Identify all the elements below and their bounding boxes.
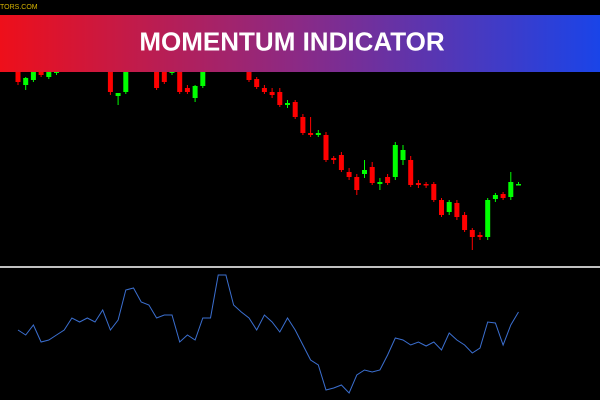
- candle-body: [300, 117, 306, 133]
- candle-body: [154, 70, 160, 88]
- candle-body: [161, 72, 167, 82]
- candle-body: [500, 194, 506, 198]
- candle-body: [454, 203, 460, 217]
- candle-body: [508, 182, 514, 197]
- candle-body: [516, 184, 521, 186]
- candle-body: [15, 70, 21, 82]
- candle-body: [392, 145, 398, 177]
- watermark: TORS.COM: [0, 4, 38, 11]
- candle-body: [184, 88, 190, 92]
- candle-body: [377, 182, 383, 184]
- candle-body: [107, 70, 113, 92]
- candle-body: [200, 72, 206, 86]
- candle-body: [469, 230, 475, 237]
- candle-body: [177, 72, 183, 92]
- candle-body: [308, 133, 314, 135]
- candle-body: [492, 195, 498, 199]
- candle-body: [323, 135, 329, 160]
- momentum-panel: [17, 274, 519, 394]
- candle-body: [38, 70, 44, 75]
- candle-body: [477, 235, 483, 237]
- candle-body: [439, 200, 444, 215]
- candle-body: [446, 202, 452, 212]
- candle-body: [285, 103, 290, 105]
- candle-body: [431, 184, 437, 200]
- candle-body: [354, 177, 360, 190]
- banner: [0, 15, 600, 72]
- momentum-line: [17, 274, 519, 394]
- candle-body: [385, 177, 391, 183]
- candle-body: [338, 155, 344, 170]
- candle-body: [123, 72, 129, 92]
- candle-body: [277, 92, 283, 105]
- candle-body: [400, 150, 406, 160]
- candle-body: [269, 92, 275, 95]
- candle-body: [346, 172, 352, 177]
- candle-body: [408, 160, 414, 185]
- candle-body: [261, 88, 267, 92]
- candle-body: [23, 78, 29, 85]
- candle-body: [254, 79, 260, 87]
- candle-body: [423, 184, 429, 186]
- candle-body: [485, 200, 491, 237]
- candle-body: [46, 70, 52, 77]
- candle-body: [331, 158, 337, 160]
- candle-body: [292, 102, 298, 117]
- candle-body: [462, 215, 468, 230]
- candle-body: [115, 93, 121, 96]
- candle-body: [246, 70, 252, 80]
- candle-body: [362, 170, 367, 174]
- banner-title: MOMENTUM INDICATOR: [139, 26, 444, 56]
- candle-body: [315, 133, 321, 135]
- candle-body: [192, 86, 198, 98]
- candle-body: [369, 167, 375, 183]
- candle-body: [415, 183, 421, 185]
- candle-body: [30, 72, 36, 80]
